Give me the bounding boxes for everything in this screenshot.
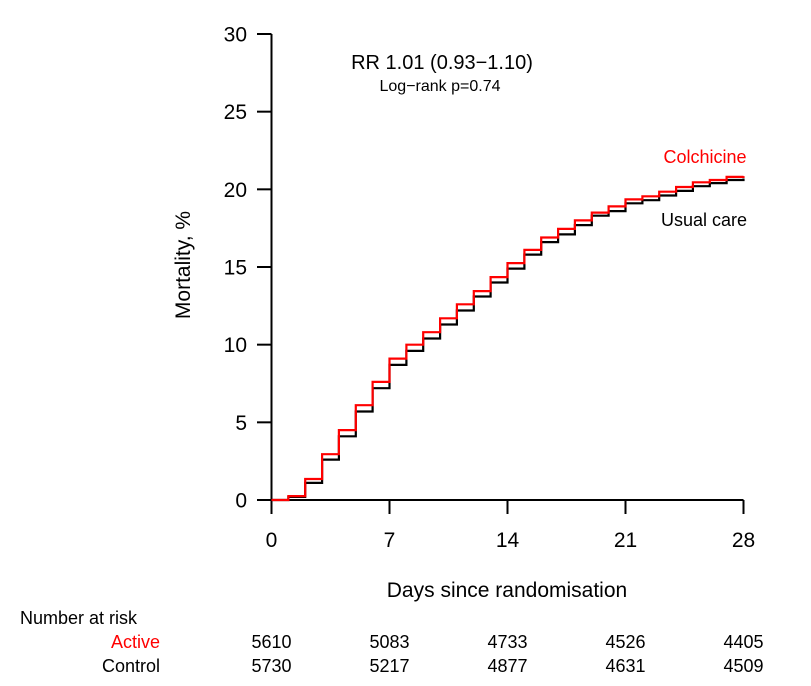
risk-value: 5083 [369,632,409,652]
risk-value: 5217 [369,656,409,676]
risk-value: 4405 [723,632,763,652]
axes: 0 5 10 15 20 25 30 0 7 14 21 28 [224,24,756,553]
x-tick-label: 7 [384,529,396,552]
risk-table-title: Number at risk [20,608,138,628]
risk-value: 4509 [723,656,763,676]
risk-value: 4631 [605,656,645,676]
curve-colchicine [271,175,745,502]
y-tick-label: 5 [235,412,247,435]
risk-value: 5730 [251,656,291,676]
risk-row-label-control: Control [102,656,160,676]
x-axis-title: Days since randomisation [387,579,627,602]
annotation-rr: RR 1.01 (0.93−1.10) [351,52,533,74]
y-tick-label: 25 [224,101,247,124]
annotation-logrank: Log−rank p=0.74 [380,78,501,95]
risk-row-label-active: Active [111,632,160,652]
x-tick-label: 21 [614,529,637,552]
risk-table-values: 5610 5083 4733 4526 4405 5730 5217 4877 4631 4509 [251,632,763,676]
curve-label-colchicine: Colchicine [663,147,746,167]
y-axis-title: Mortality, % [172,211,195,319]
x-tick-label: 28 [732,529,755,552]
x-tick-label: 14 [496,529,520,552]
y-tick-label: 10 [224,334,247,357]
risk-value: 4526 [605,632,645,652]
y-tick-label: 15 [224,257,247,280]
y-tick-label: 0 [235,490,247,513]
risk-value: 4877 [487,656,527,676]
curve-label-usual-care: Usual care [661,210,747,230]
risk-value: 4733 [487,632,527,652]
survival-curves [271,175,745,502]
risk-value: 5610 [251,632,291,652]
y-tick-label: 30 [224,24,247,47]
y-tick-label: 20 [224,179,247,202]
x-tick-label: 0 [266,529,278,552]
